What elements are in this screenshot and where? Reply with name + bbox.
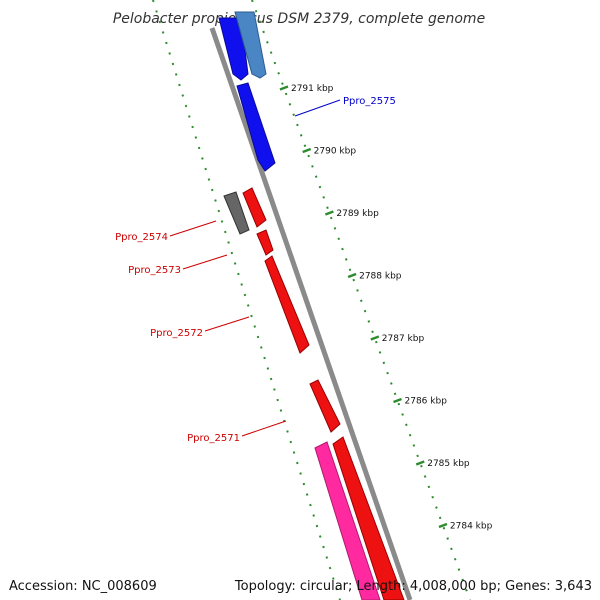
scale-tick-label: 2784 kbp <box>450 522 493 532</box>
gene-track <box>218 11 405 600</box>
scale-tick-mark <box>324 210 334 216</box>
scale-tick-mark <box>370 335 380 341</box>
scale-tick-mark <box>438 522 448 529</box>
scale-tick-label: 2785 kbp <box>427 459 470 469</box>
gene-label-ppro-2575[interactable]: Ppro_2575 <box>343 96 396 107</box>
leader-line <box>182 254 228 270</box>
gene-feature-ppro-2573[interactable] <box>256 229 274 256</box>
scale-tick-label: 2789 kbp <box>336 209 379 219</box>
gene-feature[interactable] <box>223 191 250 235</box>
scale-tick-mark <box>347 272 357 279</box>
gene-feature-ppro-2574[interactable] <box>242 187 267 228</box>
scale-tick-label: 2787 kbp <box>382 334 425 344</box>
gene-feature[interactable] <box>234 11 267 79</box>
gene-label-ppro-2574[interactable]: Ppro_2574 <box>115 232 168 243</box>
gene-feature-ppro-2571[interactable] <box>309 379 341 433</box>
scale-tick-mark <box>415 460 425 466</box>
scale-tick-label: 2786 kbp <box>405 397 448 407</box>
genome-backbone <box>209 27 413 600</box>
gene-feature-ppro-2575[interactable] <box>236 82 276 172</box>
map-title: Pelobacter propionicus DSM 2379, complet… <box>113 11 485 27</box>
outer-tick-track <box>251 0 471 600</box>
scale-tick-label: 2790 kbp <box>314 147 357 157</box>
gene-labels: Ppro_2575 Ppro_2574 Ppro_2573 Ppro_2572 … <box>115 96 396 444</box>
leader-line <box>294 99 341 117</box>
scale-ticks: 2791 kbp 2790 kbp 2789 kbp 2788 kbp 2787 kbp… <box>279 84 493 532</box>
gene-label-ppro-2573[interactable]: Ppro_2573 <box>128 265 181 276</box>
gene-label-ppro-2571[interactable]: Ppro_2571 <box>187 433 240 444</box>
leader-line <box>241 420 287 437</box>
scale-tick-label: 2788 kbp <box>359 272 402 282</box>
leader-line <box>204 316 250 332</box>
gene-feature[interactable] <box>314 441 381 600</box>
scale-tick-mark <box>279 85 289 91</box>
leader-line <box>169 220 217 237</box>
accession-text: Accession: NC_008609 <box>9 579 157 594</box>
scale-tick-mark <box>302 147 312 154</box>
scale-tick-mark <box>393 397 402 404</box>
gene-feature[interactable] <box>332 436 405 600</box>
gene-label-ppro-2572[interactable]: Ppro_2572 <box>150 328 203 339</box>
gene-feature-ppro-2572[interactable] <box>264 255 310 354</box>
genome-summary-text: Topology: circular; Length: 4,008,000 bp… <box>234 579 592 594</box>
scale-tick-label: 2791 kbp <box>291 84 334 94</box>
